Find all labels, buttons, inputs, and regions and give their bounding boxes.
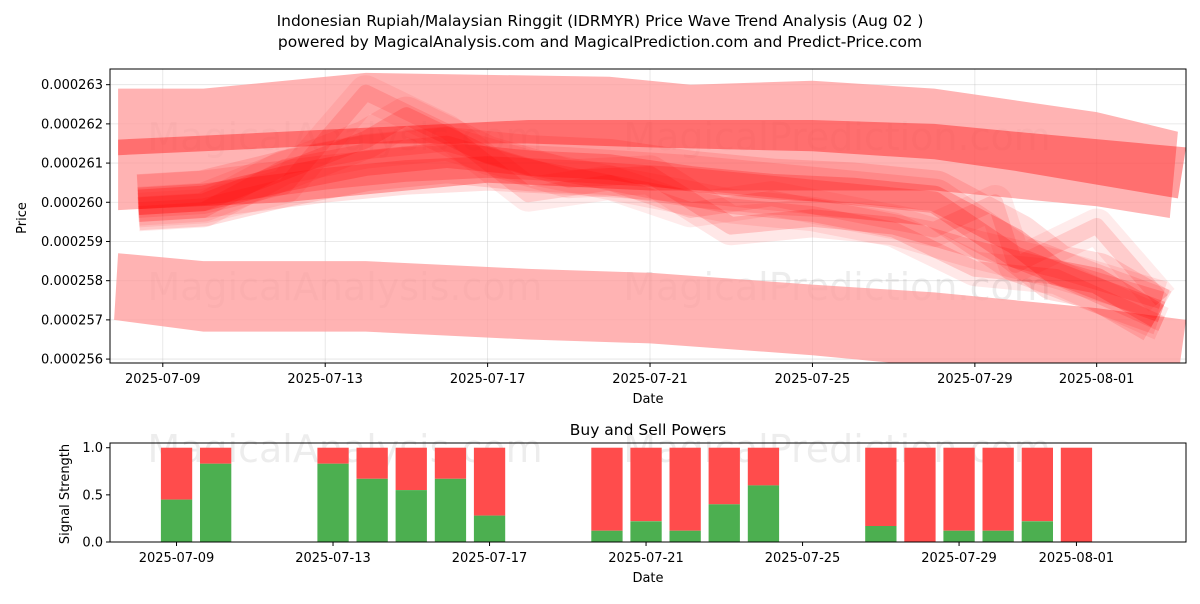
y-tick-label: 0.000260 — [41, 196, 103, 211]
buy-power-bar — [160, 499, 193, 542]
price-wave-4 — [137, 135, 1165, 331]
trend-band-0 — [118, 72, 1178, 219]
x-tick-label: 2025-07-09 — [139, 551, 215, 566]
buy-power-bar — [317, 463, 349, 542]
sell-power-bar — [473, 447, 506, 516]
signal-chart-title: Buy and Sell Powers — [570, 421, 727, 439]
y-tick-label: 0.0 — [82, 536, 103, 551]
x-tick-label: 2025-07-13 — [287, 372, 363, 387]
buy-power-bar — [473, 515, 506, 542]
buy-power-bar — [591, 530, 623, 542]
buy-power-bar — [630, 521, 662, 542]
buy-power-bar — [200, 463, 232, 542]
sell-power-bar — [943, 447, 975, 531]
sell-power-bar — [160, 447, 193, 500]
buy-power-bar — [434, 478, 467, 542]
buy-power-bar — [982, 530, 1014, 542]
figure-subtitle: powered by MagicalAnalysis.com and Magic… — [278, 33, 922, 51]
sell-power-bar — [200, 447, 232, 464]
sell-power-bar — [317, 447, 349, 464]
x-tick-label: 2025-07-29 — [921, 551, 997, 566]
x-tick-label: 2025-07-21 — [608, 551, 684, 566]
y-tick-label: 0.000259 — [41, 235, 103, 250]
price-wave-3 — [137, 156, 1166, 323]
x-tick-label: 2025-08-01 — [1039, 551, 1115, 566]
price-chart-panel: MagicalAnalysis.comMagicalPrediction.com… — [41, 68, 1187, 387]
price-y-axis-label: Price — [15, 202, 30, 234]
y-tick-label: 0.000262 — [41, 117, 103, 132]
sell-power-bar — [904, 447, 936, 542]
sell-power-bar — [1060, 447, 1093, 542]
x-tick-label: 2025-07-09 — [125, 372, 201, 387]
signal-plot-frame — [109, 442, 1187, 543]
price-wave-halo-3 — [136, 143, 1170, 335]
buy-power-bar — [708, 504, 740, 542]
sell-power-bar — [591, 447, 623, 531]
price-wave-halo-1 — [137, 96, 1168, 319]
y-tick-label: 0.000261 — [41, 157, 103, 172]
x-tick-label: 2025-07-13 — [295, 551, 371, 566]
sell-power-bar — [395, 447, 427, 491]
buy-power-bar — [356, 478, 388, 542]
sell-power-bar — [747, 447, 780, 486]
sell-power-bar — [434, 447, 467, 479]
x-tick-label: 2025-07-29 — [937, 372, 1013, 387]
price-plot-frame — [109, 68, 1187, 364]
price-wave-halo-2 — [137, 75, 1175, 312]
x-tick-label: 2025-08-01 — [1059, 372, 1135, 387]
buy-power-bar — [1021, 521, 1053, 542]
buy-power-bar — [747, 485, 780, 542]
x-tick-label: 2025-07-17 — [452, 551, 528, 566]
price-wave-halo-0 — [136, 127, 1172, 341]
price-wave-2 — [137, 84, 1168, 306]
price-wave-1 — [137, 107, 1165, 309]
signal-x-axis-label: Date — [632, 571, 663, 586]
sell-power-bar — [630, 447, 662, 522]
price-wave-0 — [137, 142, 1164, 328]
trend-band-2 — [114, 253, 1186, 363]
figure-title: Indonesian Rupiah/Malaysian Ringgit (IDR… — [277, 12, 924, 30]
trend-band-1 — [118, 120, 1186, 199]
y-tick-label: 0.000256 — [41, 353, 103, 368]
y-tick-label: 0.5 — [82, 488, 103, 503]
x-tick-label: 2025-07-21 — [612, 372, 688, 387]
y-tick-label: 0.000258 — [41, 274, 103, 289]
y-tick-label: 0.000257 — [41, 313, 103, 328]
x-tick-label: 2025-07-25 — [775, 372, 851, 387]
buy-power-bar — [865, 526, 897, 542]
y-tick-label: 1.0 — [82, 441, 103, 456]
x-tick-label: 2025-07-17 — [450, 372, 526, 387]
buy-power-bar — [943, 530, 975, 542]
signal-y-axis-label: Signal Strength — [58, 444, 73, 544]
price-x-axis-label: Date — [632, 392, 663, 407]
sell-power-bar — [669, 447, 701, 531]
buy-power-bar — [669, 530, 701, 542]
y-tick-label: 0.000263 — [41, 78, 103, 93]
sell-power-bar — [982, 447, 1014, 531]
x-tick-label: 2025-07-25 — [765, 551, 841, 566]
sell-power-bar — [865, 447, 897, 526]
sell-power-bar — [708, 447, 740, 505]
price-wave-halo-4 — [137, 126, 1169, 340]
signal-chart-panel: MagicalAnalysis.comMagicalPrediction.com… — [82, 427, 1187, 566]
sell-power-bar — [1021, 447, 1053, 522]
sell-power-bar — [356, 447, 388, 479]
buy-power-bar — [395, 490, 427, 542]
